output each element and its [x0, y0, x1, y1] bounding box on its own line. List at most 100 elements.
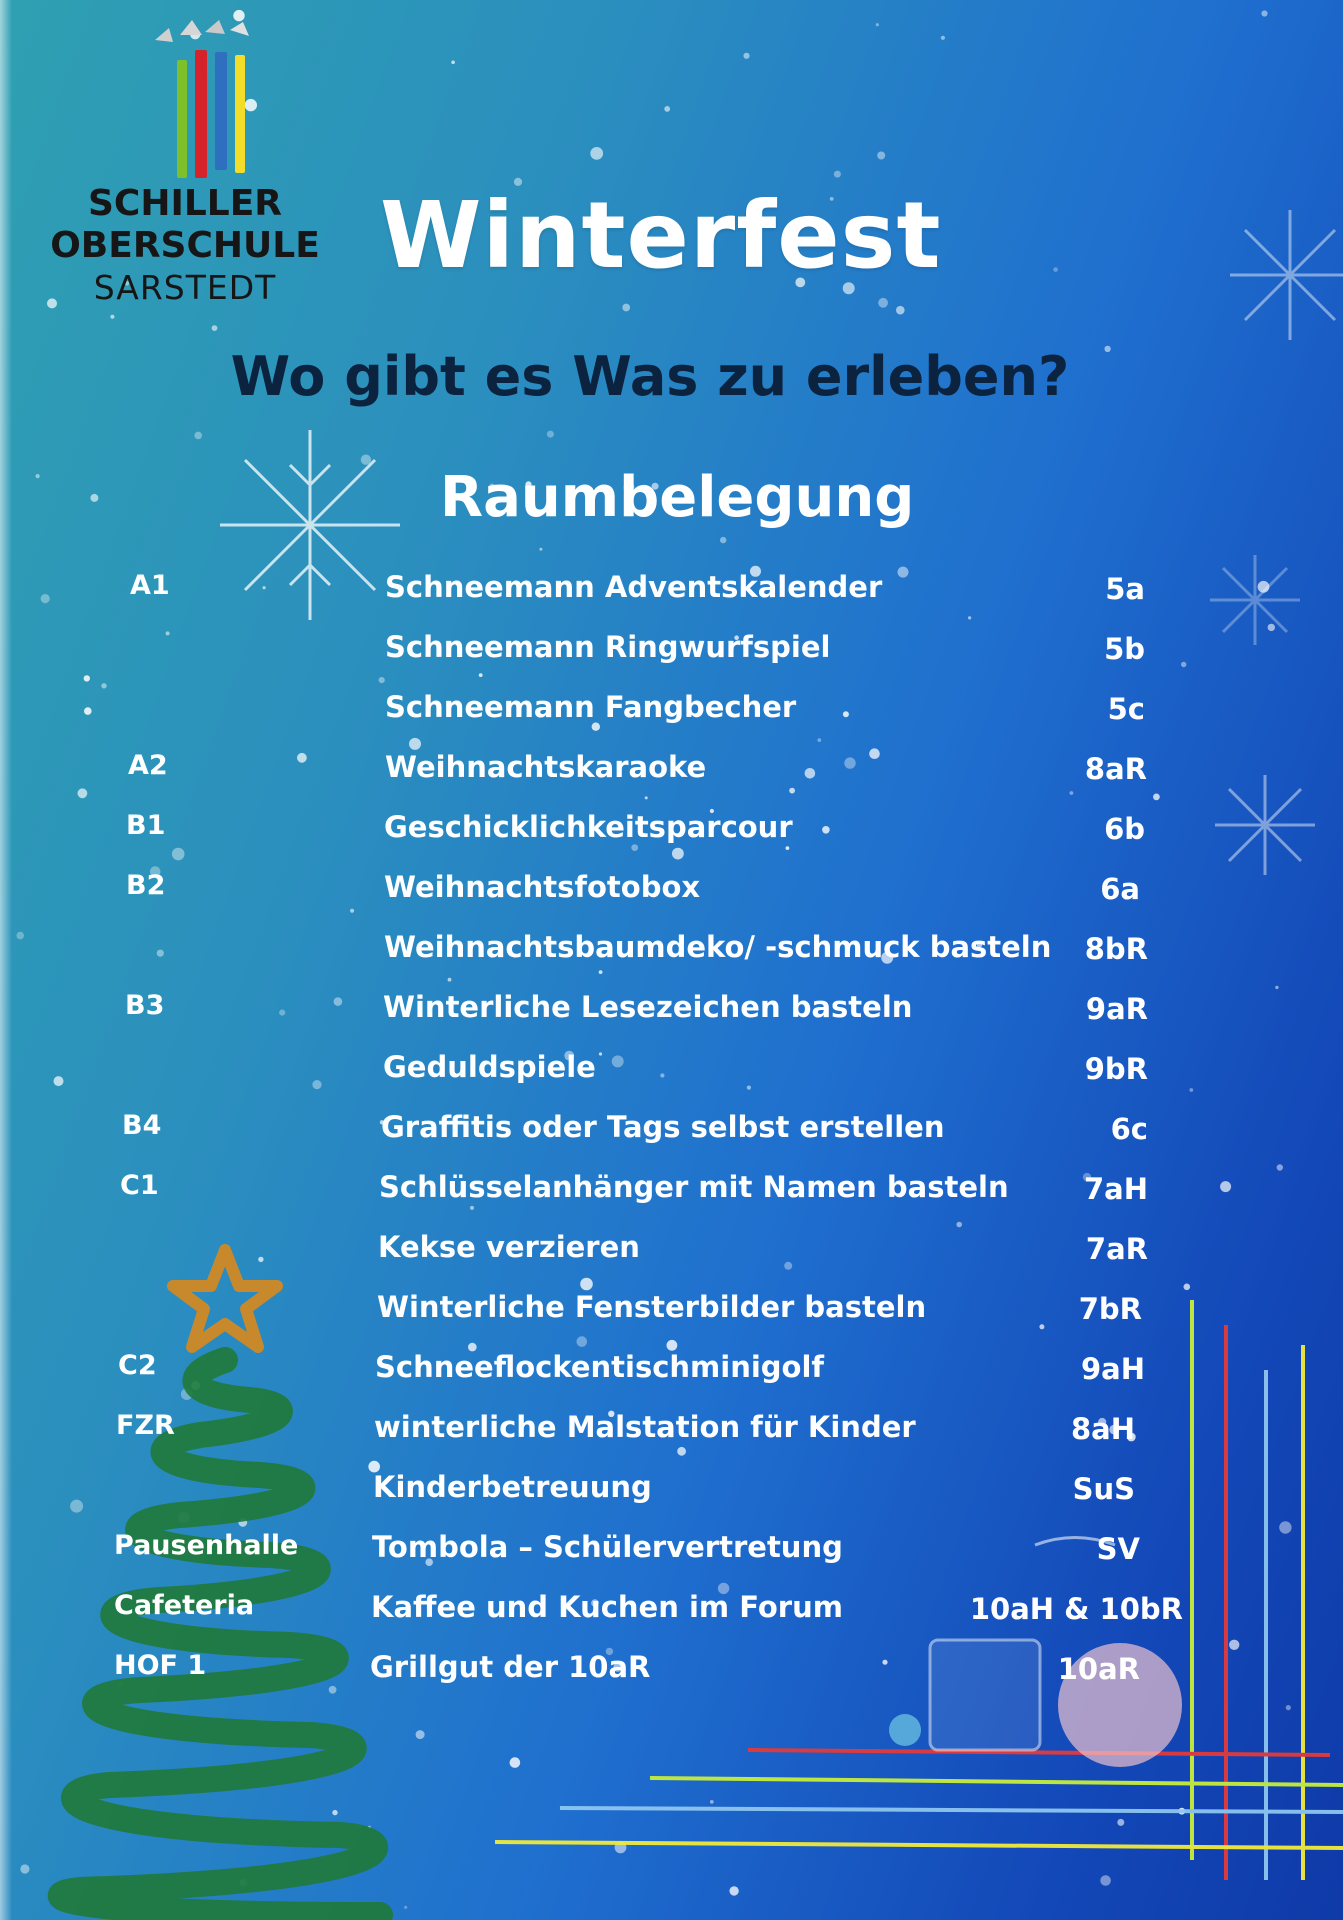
snow-dot	[844, 757, 856, 769]
snow-dot	[842, 711, 849, 718]
snow-dot	[460, 204, 471, 215]
snow-dot	[804, 768, 816, 779]
snow-dot	[77, 788, 88, 799]
snow-dot	[651, 482, 659, 490]
snow-dot	[156, 949, 164, 957]
table-row: HOF 1 Grillgut der 10aR 10aR	[0, 1648, 1343, 1708]
snow-dot	[795, 277, 806, 288]
snow-dot	[110, 314, 115, 319]
snow-dot	[896, 305, 905, 315]
snow-dot	[546, 430, 554, 438]
class-label: 7bR	[1078, 1292, 1142, 1326]
class-label: SuS	[1072, 1472, 1135, 1506]
snow-dot	[1039, 1324, 1045, 1330]
table-row: Geduldspiele 9bR	[0, 1048, 1343, 1108]
snow-dot	[367, 1825, 371, 1829]
room-label: B1	[126, 810, 166, 841]
table-row: C1 Schlüsselanhänger mit Namen basteln 7aH	[0, 1168, 1343, 1228]
activity-label: Schneemann Ringwurfspiel	[385, 630, 831, 664]
snow-dot	[598, 970, 603, 974]
room-label: B3	[125, 990, 165, 1021]
room-label: Pausenhalle	[114, 1530, 299, 1561]
activity-label: Weihnachtskaraoke	[385, 750, 707, 784]
snow-dot	[746, 1085, 752, 1090]
table-row: B3 Winterliche Lesezeichen basteln 9aR	[0, 988, 1343, 1048]
snow-dot	[239, 1879, 247, 1887]
activity-label: Weihnachtsbaumdeko/ -schmuck basteln	[384, 930, 1052, 964]
snow-dot	[1275, 985, 1279, 990]
snow-dot	[1276, 1164, 1284, 1171]
section-heading: Raumbelegung	[440, 465, 915, 530]
snow-dot	[35, 474, 40, 479]
activity-label: winterliche Malstation für Kinder	[374, 1410, 916, 1444]
snow-dot	[709, 808, 715, 814]
class-label: 7aH	[1083, 1172, 1148, 1206]
snowflake-icon	[220, 430, 400, 620]
class-label: 8bR	[1084, 932, 1148, 966]
snow-dot	[478, 673, 483, 677]
snow-dot	[1181, 661, 1187, 668]
snow-dot	[333, 997, 343, 1006]
snow-dot	[1153, 793, 1160, 801]
snow-dot	[360, 454, 372, 465]
snow-dot	[631, 844, 639, 851]
snow-dot	[513, 177, 523, 186]
snow-dot	[404, 1905, 408, 1909]
logo-bars-icon	[155, 20, 249, 178]
snow-dot	[20, 1864, 30, 1874]
snow-dot	[940, 35, 946, 40]
snow-dot	[40, 594, 50, 604]
activity-label: Schneeflockentischminigolf	[375, 1350, 825, 1384]
logo-name-line: OBERSCHULE	[50, 225, 320, 266]
snow-dot	[1098, 1417, 1107, 1427]
room-label: FZR	[116, 1410, 175, 1441]
snow-dot	[1117, 1818, 1125, 1826]
table-row: C2 Schneeflockentischminigolf 9aH	[0, 1348, 1343, 1408]
page-subtitle: Wo gibt es Was zu erleben?	[230, 345, 1070, 408]
snow-dot	[622, 303, 631, 312]
snow-dot	[149, 866, 161, 877]
class-label: 5c	[1107, 692, 1145, 726]
snow-dot	[425, 1558, 434, 1566]
snow-dot	[84, 707, 92, 715]
snow-dot	[717, 1582, 730, 1595]
class-label: 9bR	[1084, 1052, 1148, 1086]
activity-label: Schneemann Fangbecher	[385, 690, 797, 724]
activity-label: Winterliche Lesezeichen basteln	[383, 990, 913, 1024]
snow-dot	[590, 147, 604, 160]
snow-dot	[614, 1841, 627, 1854]
snow-dot	[211, 325, 218, 331]
snow-dot	[279, 1009, 286, 1016]
table-row: Kinderbetreuung SuS	[0, 1468, 1343, 1528]
activity-label: Schneemann Adventskalender	[385, 570, 883, 604]
room-label: C1	[120, 1170, 159, 1201]
snow-dot	[564, 1050, 575, 1061]
snow-dot	[576, 1336, 588, 1347]
snow-dot	[664, 106, 671, 112]
activity-label: Tombola – Schülervertretung	[372, 1530, 843, 1564]
class-label: 5a	[1105, 572, 1145, 606]
snow-dot	[869, 748, 880, 759]
snow-dot	[829, 197, 834, 201]
snow-dot	[415, 1730, 425, 1740]
snow-dot	[623, 482, 635, 493]
snow-dot	[877, 151, 886, 160]
room-label: B4	[122, 1110, 162, 1141]
page-edge	[0, 0, 12, 1920]
snow-dot	[1069, 791, 1074, 795]
snow-dot	[470, 1205, 474, 1210]
snow-dot	[1220, 1181, 1232, 1193]
snow-dot	[882, 1659, 888, 1665]
snow-dot	[101, 683, 107, 689]
table-row: Kekse verzieren 7aR	[0, 1228, 1343, 1288]
school-logo: SCHILLER OBERSCHULE SARSTEDT	[40, 20, 330, 320]
class-label: 6a	[1100, 872, 1140, 906]
snow-dot	[644, 796, 648, 800]
snow-dot	[881, 951, 894, 964]
table-row: Pausenhalle Tombola – Schülervertretung SV	[0, 1528, 1343, 1588]
snow-dot	[1178, 1807, 1186, 1815]
snow-dot	[1285, 1705, 1291, 1711]
snowflake-icon	[1215, 775, 1315, 875]
snow-dot	[729, 1886, 739, 1896]
snow-dot	[312, 1080, 322, 1090]
